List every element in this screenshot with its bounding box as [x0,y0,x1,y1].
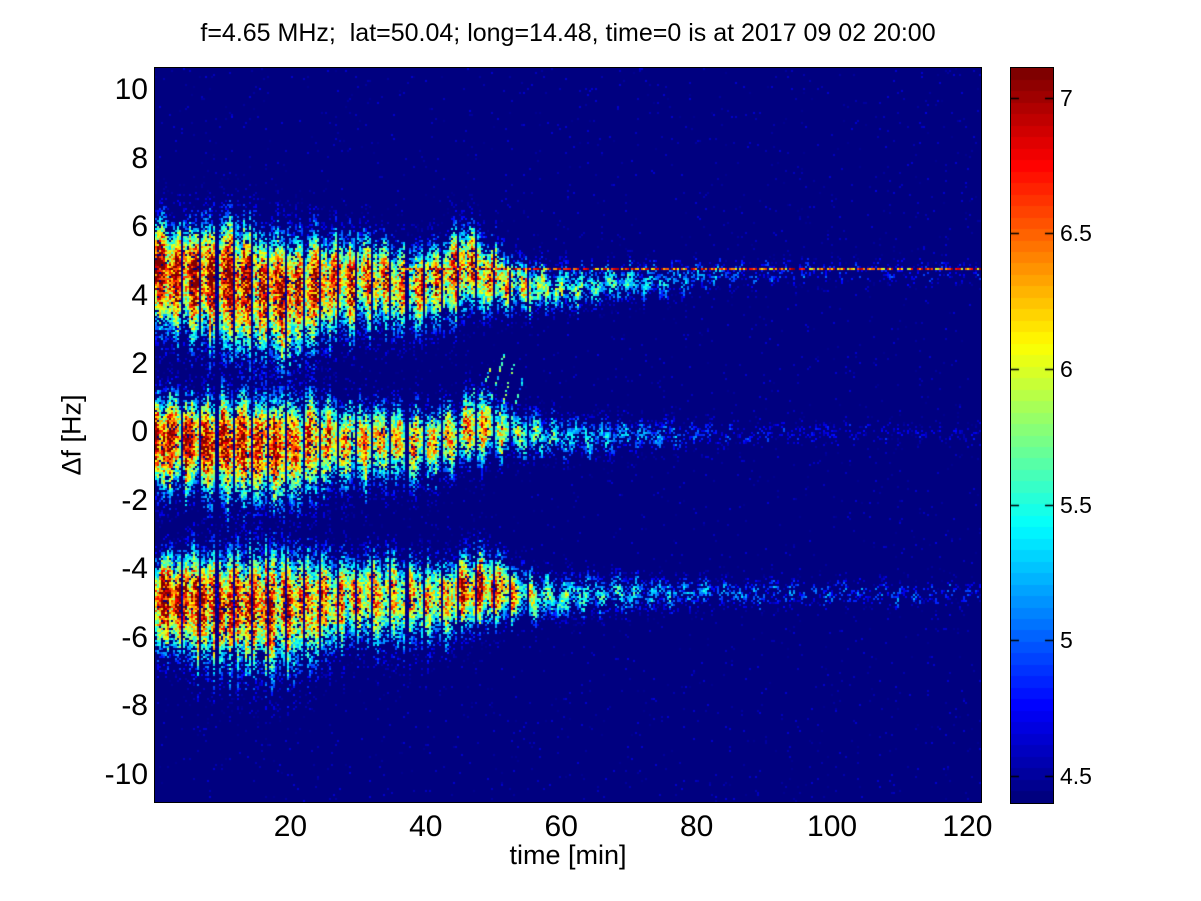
x-tick-label: 80 [679,810,714,843]
y-tick-label: -6 [121,620,148,654]
y-tick-label: 10 [114,73,148,107]
x-tick-label: 60 [544,810,578,843]
colorbar-tick-label: 4.5 [1060,762,1092,789]
x-tick-label: 20 [273,810,308,843]
y-tick-label: 8 [131,141,148,175]
x-tick-label: 100 [807,810,858,843]
y-tick-label: -8 [121,689,148,723]
x-axis-label: time [min] [509,840,627,870]
y-tick-label: 0 [131,415,148,449]
colorbar-tick-label: 6.5 [1060,220,1092,247]
colorbar-tick-label: 5.5 [1060,491,1092,518]
y-tick-label: -2 [121,483,148,517]
colorbar-canvas [1010,67,1054,804]
colorbar-tick-label: 7 [1060,84,1073,111]
x-tick-label: 120 [942,810,993,843]
chart-title: f=4.65 MHz; lat=50.04; long=14.48, time=… [200,19,936,47]
colorbar-tick-label: 6 [1060,356,1073,383]
colorbar-tick-label: 5 [1060,627,1073,654]
x-tick-label: 40 [409,810,443,843]
y-tick-label: -10 [104,757,148,791]
y-tick-label: 4 [131,278,148,312]
y-tick-label: 2 [131,346,148,380]
y-tick-label: 6 [131,210,148,244]
spectrogram-canvas [154,67,982,803]
y-tick-label: -4 [121,552,148,586]
